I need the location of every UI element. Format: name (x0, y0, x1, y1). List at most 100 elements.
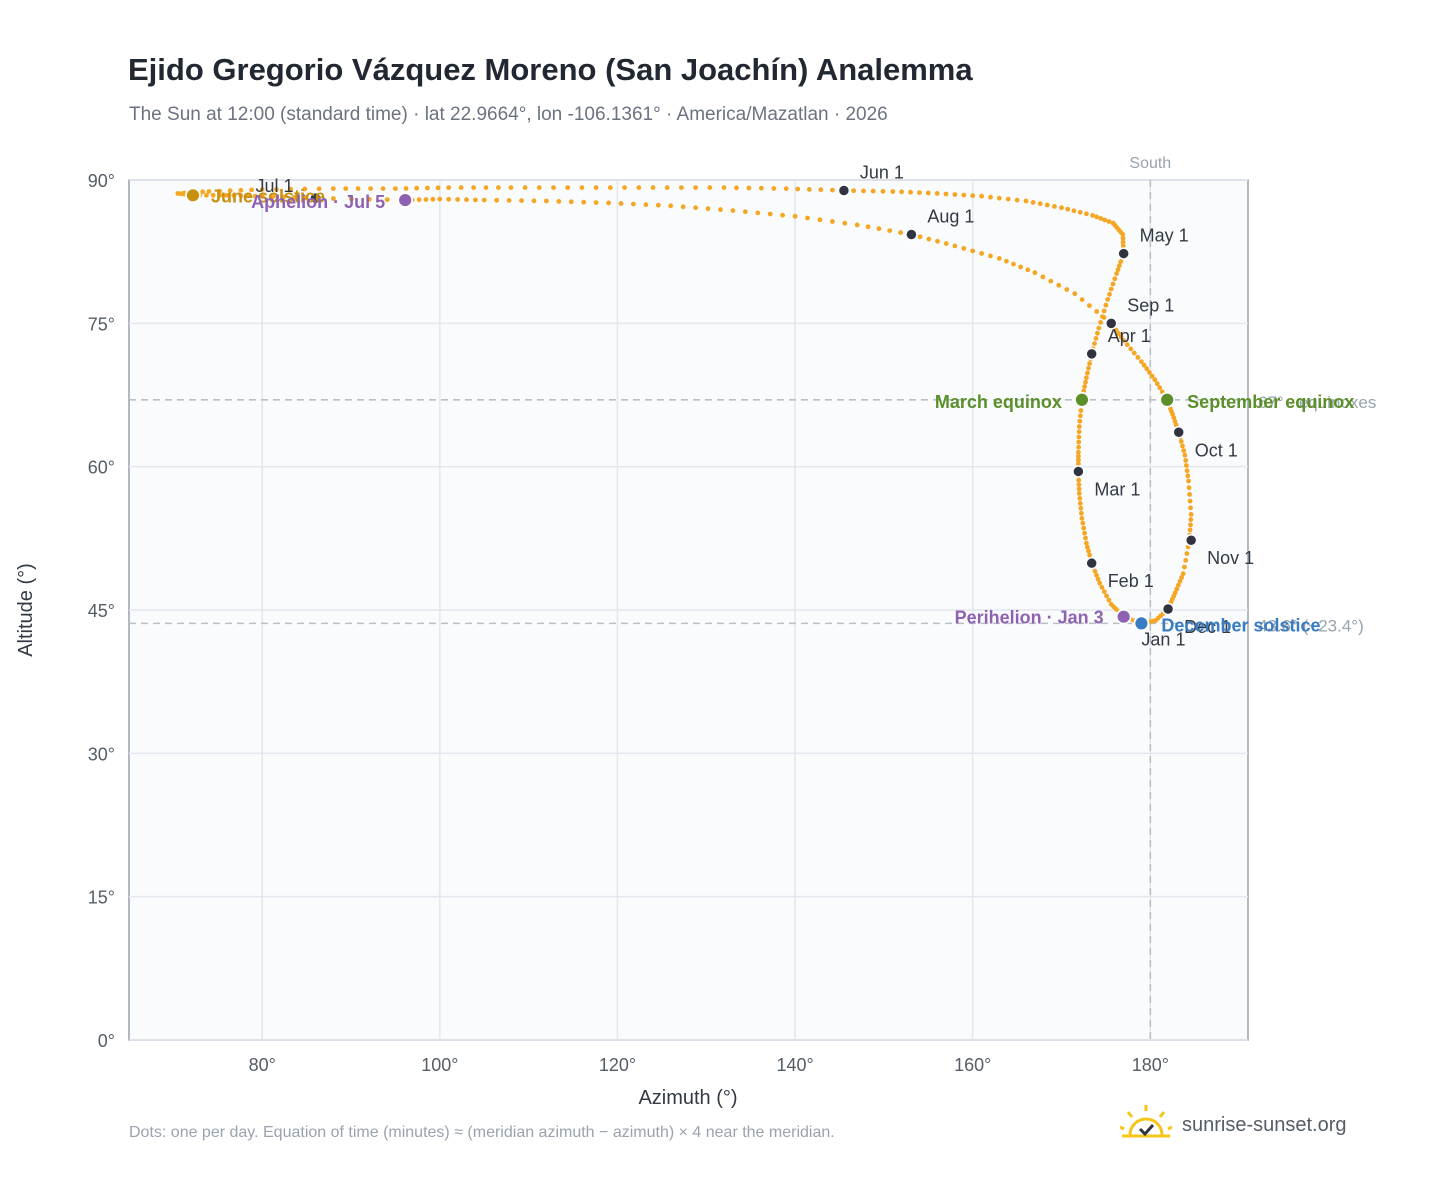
day-dot (531, 198, 537, 204)
day-dot (961, 246, 967, 251)
day-dot (1076, 486, 1082, 492)
day-dot (1171, 415, 1177, 421)
day-dot (519, 198, 524, 204)
day-dot (988, 253, 993, 259)
day-dot (1086, 365, 1091, 371)
day-dot (996, 195, 1002, 201)
day-dot (446, 196, 452, 202)
day-dot (1187, 492, 1192, 497)
month-label: Feb 1 (1108, 571, 1154, 591)
day-dot (1157, 385, 1163, 391)
day-dot (1102, 217, 1108, 223)
day-dot (1172, 590, 1178, 596)
day-dot (1083, 379, 1088, 385)
day-dot (464, 197, 469, 203)
day-dot (1086, 548, 1091, 554)
day-dot (1094, 214, 1100, 220)
month-label: Nov 1 (1207, 548, 1254, 568)
day-dot (1005, 196, 1011, 202)
day-dot (1098, 320, 1103, 325)
day-dot (331, 196, 336, 201)
day-dot (366, 196, 372, 202)
day-dot (288, 186, 293, 192)
day-dot (473, 197, 478, 203)
month-label: Mar 1 (1094, 479, 1140, 499)
day-dot (1120, 239, 1126, 245)
day-dot (1121, 338, 1127, 343)
day-dot (943, 241, 949, 247)
day-dot (1059, 205, 1064, 211)
day-dot (1077, 209, 1083, 215)
day-dot (1118, 259, 1124, 264)
day-dot (636, 185, 642, 191)
day-dot (606, 200, 611, 206)
day-dot (458, 185, 464, 191)
day-dot (742, 209, 748, 215)
day-dot (707, 185, 713, 191)
day-dot (1077, 501, 1083, 506)
day-dot (1087, 552, 1092, 558)
day-dot (224, 192, 230, 198)
day-dot (1077, 496, 1083, 501)
day-dot (1076, 449, 1081, 455)
day-dot (865, 224, 871, 230)
y-tick-label: 30° (88, 744, 115, 764)
day-dot (1108, 286, 1114, 292)
month-marker (1085, 556, 1098, 570)
day-dot (1107, 291, 1112, 297)
day-dot (898, 230, 903, 236)
day-dot (680, 204, 686, 210)
day-dot (925, 190, 931, 196)
day-dot (494, 197, 500, 203)
day-dot (655, 202, 661, 208)
day-dot (1112, 276, 1118, 282)
day-dot (1076, 424, 1082, 429)
day-dot (730, 208, 736, 214)
day-dot (817, 217, 823, 223)
month-label: Aug 1 (927, 206, 974, 226)
month-label: Apr 1 (1108, 326, 1151, 346)
day-dot (607, 185, 613, 191)
day-dot (1099, 585, 1105, 590)
day-dot (1182, 564, 1187, 570)
day-dot (349, 196, 354, 202)
day-dot (996, 256, 1002, 261)
meridian-label: South (1129, 155, 1171, 172)
day-dot (1144, 366, 1150, 372)
day-dot (1092, 341, 1097, 346)
day-dot (1076, 491, 1082, 496)
day-dot (1187, 498, 1193, 504)
day-dot (1113, 327, 1119, 333)
day-dot (961, 192, 967, 198)
day-dot (581, 199, 587, 205)
event-marker (1159, 391, 1176, 408)
day-dot (1081, 525, 1087, 531)
x-tick-label: 120° (599, 1055, 636, 1075)
brand-logo[interactable]: sunrise-sunset.org (1120, 1105, 1347, 1145)
day-dot (622, 185, 627, 191)
day-dot (1094, 309, 1100, 314)
day-dot (1087, 361, 1092, 366)
month-label: Jan 1 (1141, 629, 1185, 649)
day-dot (979, 193, 984, 199)
day-dot (1092, 568, 1098, 574)
day-dot (1172, 419, 1178, 424)
day-dot (1101, 589, 1107, 595)
day-dot (805, 215, 810, 221)
day-dot (876, 226, 882, 232)
day-dot (1104, 593, 1109, 599)
day-dot (1183, 458, 1189, 463)
day-dot (1090, 213, 1095, 218)
day-dot (767, 211, 773, 217)
day-dot (746, 185, 752, 191)
day-dot (1120, 243, 1126, 249)
day-dot (1077, 413, 1083, 419)
day-dot (771, 186, 777, 191)
day-dot (302, 195, 308, 201)
day-dot (1071, 208, 1077, 214)
day-dot (1048, 278, 1054, 284)
day-dot (1078, 505, 1084, 511)
x-tick-label: 140° (776, 1055, 813, 1075)
day-dot (217, 188, 223, 194)
day-dot (1076, 444, 1081, 450)
